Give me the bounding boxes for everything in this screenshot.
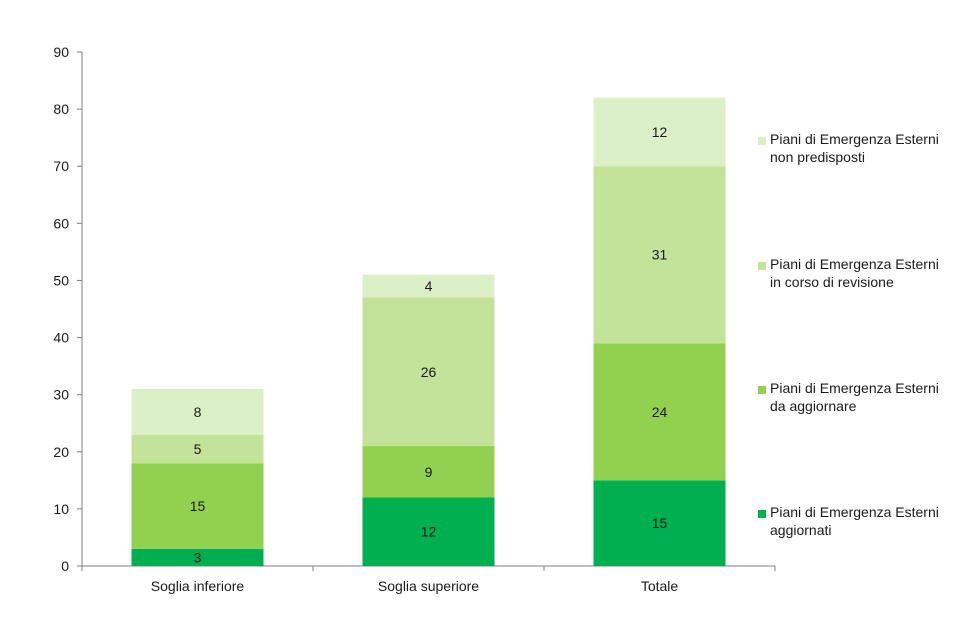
legend-label-line: Piani di Emergenza Esterni [770,504,939,520]
bar-segment [593,480,726,566]
bar-segment [131,463,264,549]
legend-label-line: da aggiornare [770,398,857,414]
data-label: 5 [194,441,202,457]
x-tick-label: Soglia inferiore [151,578,245,594]
bar-segment [131,548,264,566]
data-label: 12 [652,124,668,140]
data-label: 31 [652,247,668,263]
legend-label-line: aggiornati [770,522,832,538]
bar-segment [593,343,726,481]
y-axis: 0 10 20 30 40 50 60 70 80 90 [53,44,83,574]
legend-label-line: non predisposti [770,149,865,165]
data-label: 15 [652,515,668,531]
bars-group: 3 15 5 8 12 9 26 4 15 24 31 12 [131,97,726,566]
legend-label-line: in corso di revisione [770,274,894,290]
bar-segment [362,274,495,298]
data-label: 8 [194,404,202,420]
legend-label: Piani di Emergenza Esterni da aggiornare [770,379,975,415]
legend-swatch [758,137,766,145]
data-label: 24 [652,404,668,420]
legend-label-line: Piani di Emergenza Esterni [770,256,939,272]
y-tick-label: 40 [53,330,69,346]
legend-label: Piani di Emergenza Esterni in corso di re… [770,255,975,291]
legend-swatch [758,262,766,270]
x-tick-label: Totale [641,578,679,594]
bar-segment [131,388,264,435]
legend-label-line: Piani di Emergenza Esterni [770,380,939,396]
data-label: 9 [425,464,433,480]
x-axis: Soglia inferiore Soglia superiore Totale [81,565,776,594]
legend-swatch [758,386,766,394]
y-tick-label: 90 [53,44,69,60]
legend-swatch [758,510,766,518]
y-tick-label: 50 [53,272,69,288]
y-tick-label: 70 [53,158,69,174]
bar-segment [593,97,726,167]
data-label: 12 [421,524,437,540]
legend-label: Piani di Emergenza Esterni non predispost… [770,130,975,166]
bar-segment [131,434,264,464]
legend-label-line: Piani di Emergenza Esterni [770,131,939,147]
bar-segment [362,446,495,498]
data-label: 15 [190,498,206,514]
y-tick-label: 10 [53,501,69,517]
bar-segment [362,297,495,447]
y-tick-label: 20 [53,444,69,460]
y-tick-label: 80 [53,101,69,117]
data-label: 26 [421,364,437,380]
y-tick-label: 30 [53,387,69,403]
data-label: 3 [194,549,202,565]
bar-segment [593,166,726,344]
y-tick-label: 0 [61,558,69,574]
y-tick-label: 60 [53,215,69,231]
data-label: 4 [425,278,433,294]
bar-segment [362,497,495,566]
legend-label: Piani di Emergenza Esterni aggiornati [770,503,975,539]
x-tick-label: Soglia superiore [378,578,479,594]
